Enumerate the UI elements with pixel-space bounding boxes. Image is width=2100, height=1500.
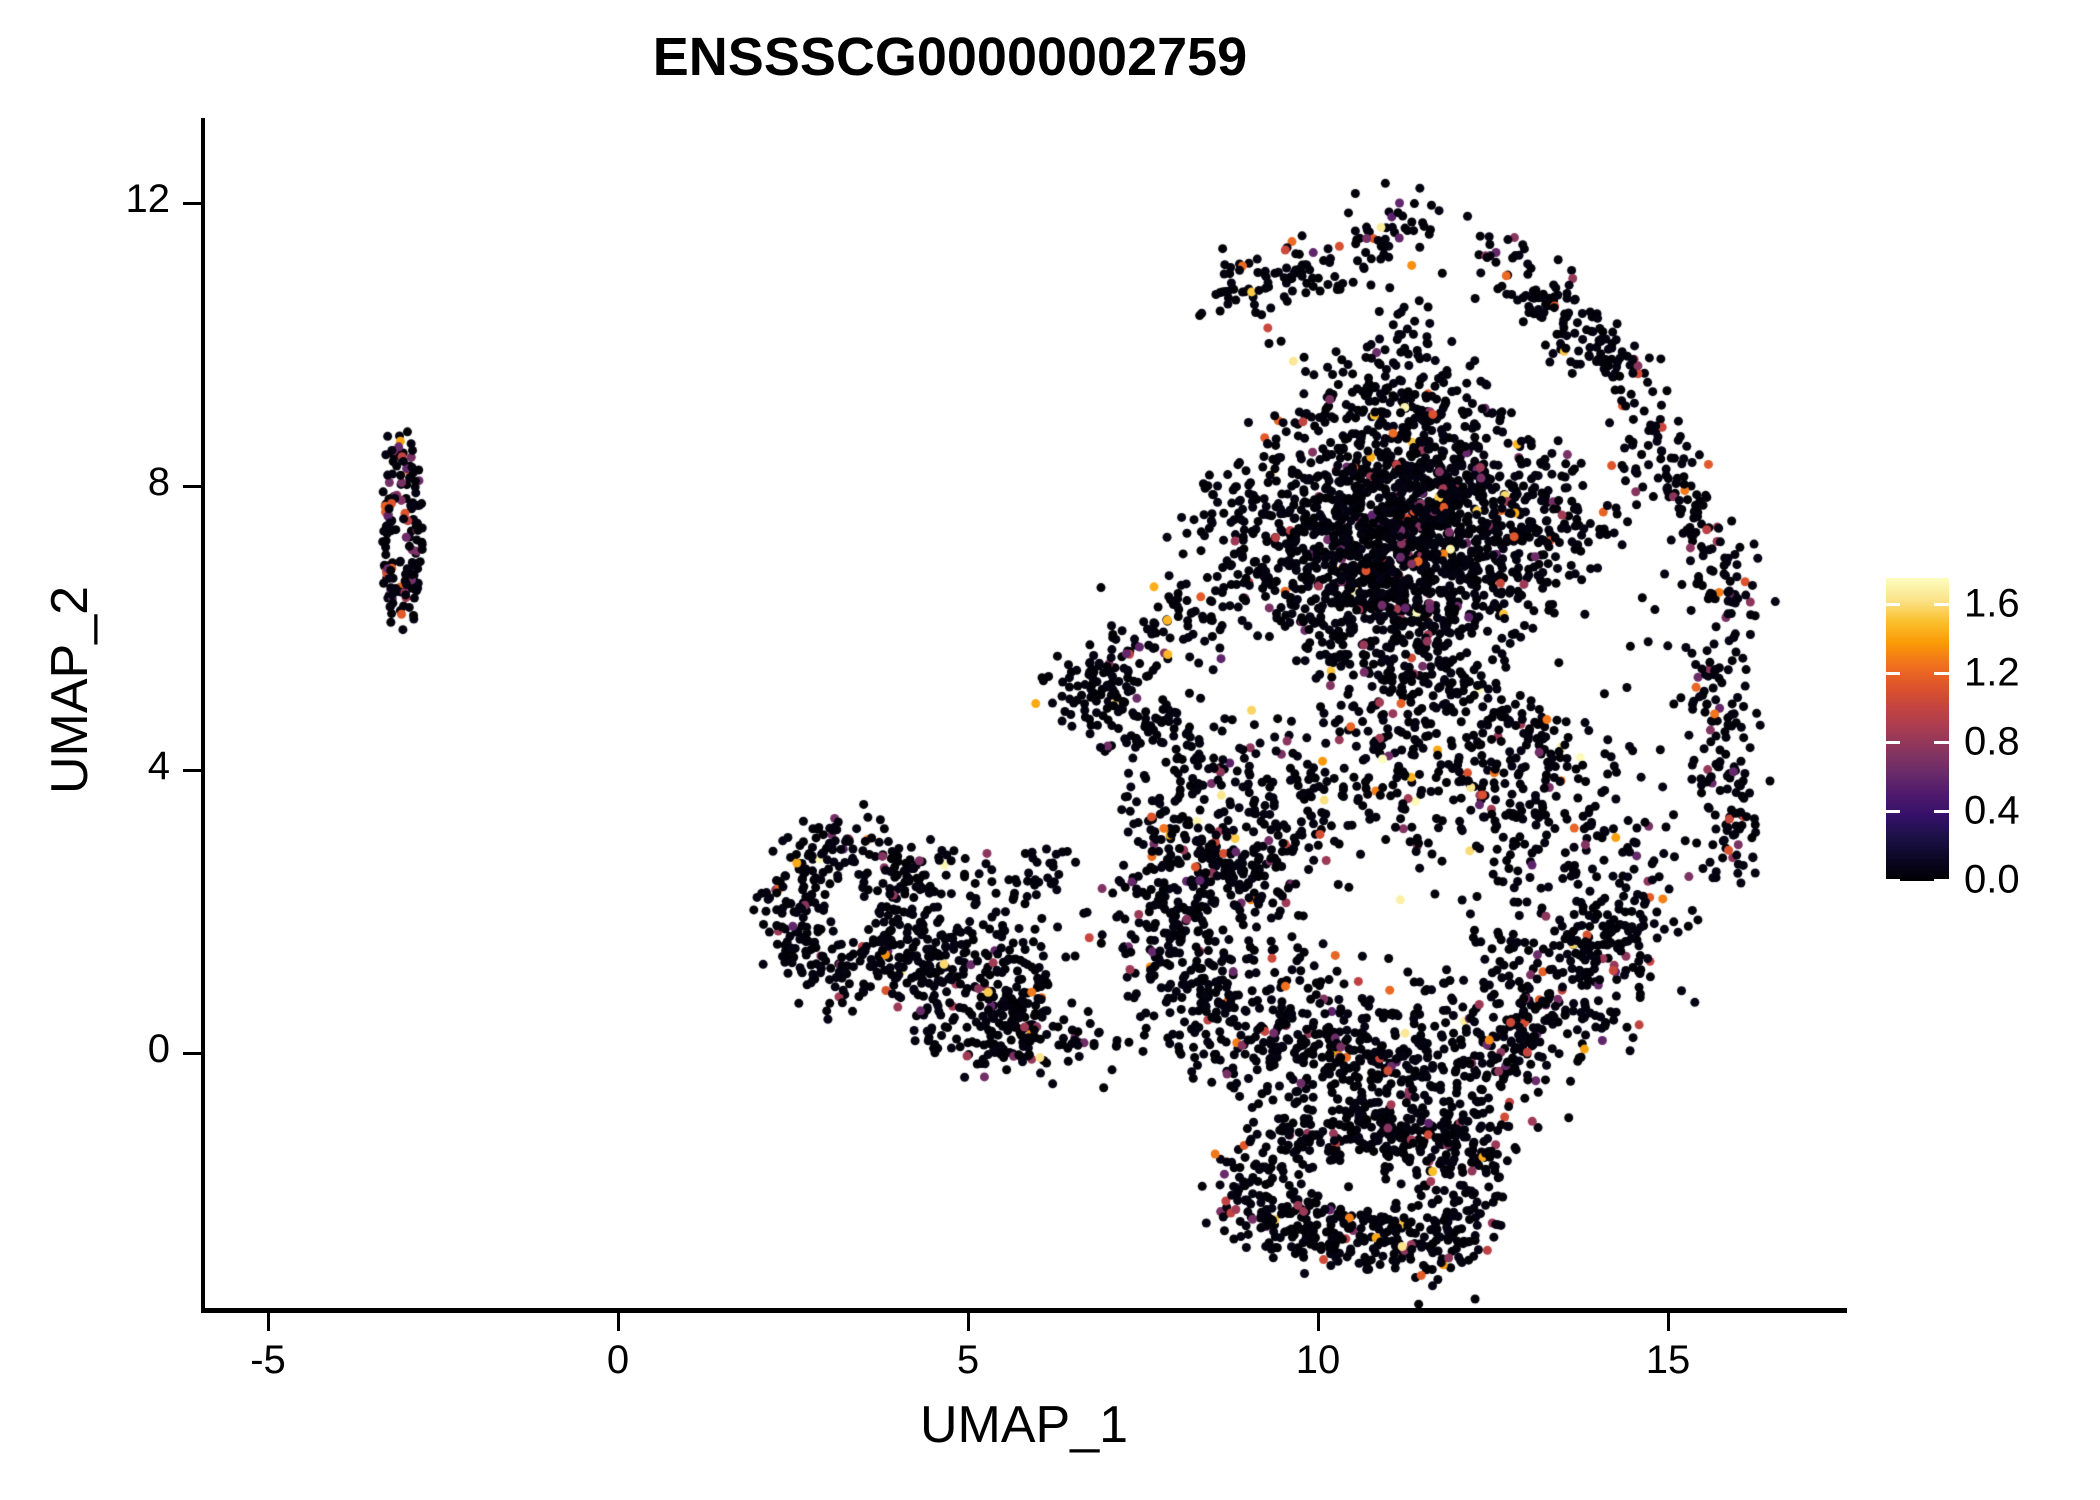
colorbar-tick-label: 0.8 <box>1964 719 2020 764</box>
colorbar-tick-label: 1.2 <box>1964 650 2020 695</box>
scatter-plot-panel <box>205 118 1843 1308</box>
colorbar-tick-mark <box>1934 810 1949 813</box>
y-axis-line <box>201 118 205 1308</box>
x-tick-label: -5 <box>250 1338 286 1382</box>
x-tick-mark <box>1317 1313 1320 1331</box>
y-axis-title: UMAP_2 <box>41 585 99 795</box>
colorbar-tick-mark <box>1886 603 1900 606</box>
y-tick-label: 12 <box>125 177 171 221</box>
colorbar-tick-mark <box>1934 603 1949 606</box>
scatter-points-canvas <box>205 118 1843 1308</box>
x-axis-line <box>201 1308 1847 1313</box>
y-tick-label: 0 <box>147 1027 170 1071</box>
colorbar-tick-mark <box>1886 879 1900 882</box>
y-tick-mark <box>183 1052 201 1055</box>
colorbar-tick-label: 0.0 <box>1964 857 2020 902</box>
x-tick-mark <box>267 1313 270 1331</box>
y-tick-label: 8 <box>147 460 170 505</box>
colorbar-tick-mark <box>1886 672 1900 675</box>
y-tick-mark <box>183 768 201 772</box>
colorbar-tick-mark <box>1886 741 1900 744</box>
x-tick-mark <box>617 1313 620 1331</box>
y-tick-label: 4 <box>147 743 170 788</box>
x-tick-label: 15 <box>1645 1338 1691 1382</box>
page-title: ENSSSCG00000002759 <box>652 27 1248 87</box>
x-tick-label: 5 <box>956 1338 980 1382</box>
colorbar-gradient <box>1886 578 1949 881</box>
colorbar-tick-mark <box>1934 672 1949 675</box>
colorbar-tick-mark <box>1934 879 1949 882</box>
colorbar-tick-label: 0.4 <box>1964 788 2020 833</box>
x-tick-mark <box>1667 1313 1670 1331</box>
color-legend: 1.6 1.2 0.8 0.4 0.0 <box>1886 578 2086 902</box>
colorbar-tick-mark <box>1934 741 1949 744</box>
x-tick-mark <box>967 1313 970 1331</box>
y-tick-mark <box>183 202 201 205</box>
x-tick-label: 0 <box>606 1338 630 1382</box>
colorbar-tick-mark <box>1886 810 1900 813</box>
y-tick-mark <box>183 485 201 489</box>
colorbar-tick-label: 1.6 <box>1964 581 2020 626</box>
x-axis-title: UMAP_1 <box>919 1396 1129 1454</box>
x-tick-label: 10 <box>1295 1338 1341 1382</box>
